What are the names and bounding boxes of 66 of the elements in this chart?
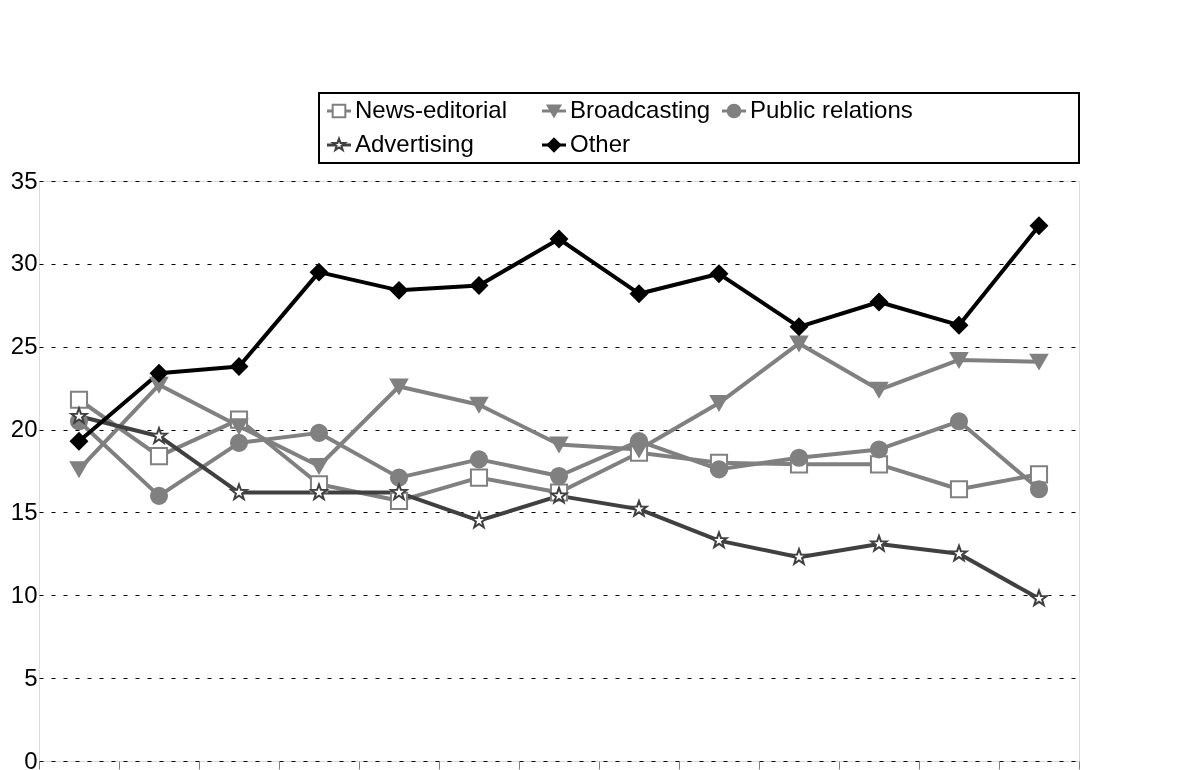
point <box>390 483 408 501</box>
point <box>149 486 169 505</box>
point <box>789 317 809 336</box>
point <box>869 455 889 474</box>
point <box>869 381 889 398</box>
point <box>950 544 968 562</box>
y-tick-label: 0 <box>24 746 38 770</box>
point <box>629 432 649 451</box>
point <box>150 427 168 444</box>
y-tick-label: 5 <box>24 663 38 691</box>
point <box>709 460 729 479</box>
point <box>789 448 809 467</box>
point <box>710 529 730 550</box>
point <box>389 281 409 300</box>
point <box>389 378 409 395</box>
point <box>70 407 88 424</box>
point <box>229 418 249 435</box>
point <box>949 316 969 335</box>
point <box>630 500 648 517</box>
point <box>389 468 409 487</box>
point <box>1029 480 1049 499</box>
legend-label: News-editorial <box>355 96 508 123</box>
point <box>309 263 329 282</box>
point <box>869 440 889 459</box>
y-tick-label: 30 <box>10 249 38 277</box>
point <box>469 276 489 295</box>
y-tick-label: 10 <box>10 580 38 608</box>
point <box>709 264 729 283</box>
point <box>549 436 569 453</box>
legend-label: Public relations <box>750 96 913 123</box>
point <box>1029 465 1049 484</box>
y-tick-label: 15 <box>10 497 38 525</box>
legend-label: Other <box>570 130 631 157</box>
y-tick-label: 20 <box>10 415 38 443</box>
point <box>790 548 808 565</box>
point <box>869 292 889 312</box>
legend-label: Advertising <box>355 130 474 157</box>
point <box>69 390 89 409</box>
point <box>709 395 729 412</box>
point <box>549 229 569 249</box>
point <box>310 483 328 501</box>
point <box>149 447 169 466</box>
point <box>549 466 569 486</box>
point <box>229 433 249 452</box>
point <box>469 468 489 487</box>
point <box>949 480 969 499</box>
point <box>69 432 89 451</box>
point <box>629 284 649 303</box>
point <box>949 351 969 368</box>
point <box>309 423 329 442</box>
point <box>230 483 248 501</box>
point <box>1029 353 1049 370</box>
point <box>870 534 888 552</box>
point <box>949 412 969 431</box>
point <box>469 450 489 469</box>
y-tick-label: 35 <box>10 166 38 194</box>
point <box>309 458 329 475</box>
point <box>470 511 488 529</box>
point <box>469 396 489 413</box>
point <box>69 461 89 478</box>
point <box>1029 216 1049 235</box>
point <box>149 364 169 383</box>
point <box>229 357 249 376</box>
y-tick-label: 25 <box>10 332 38 360</box>
legend-label: Broadcasting <box>570 96 711 123</box>
point <box>789 335 809 352</box>
